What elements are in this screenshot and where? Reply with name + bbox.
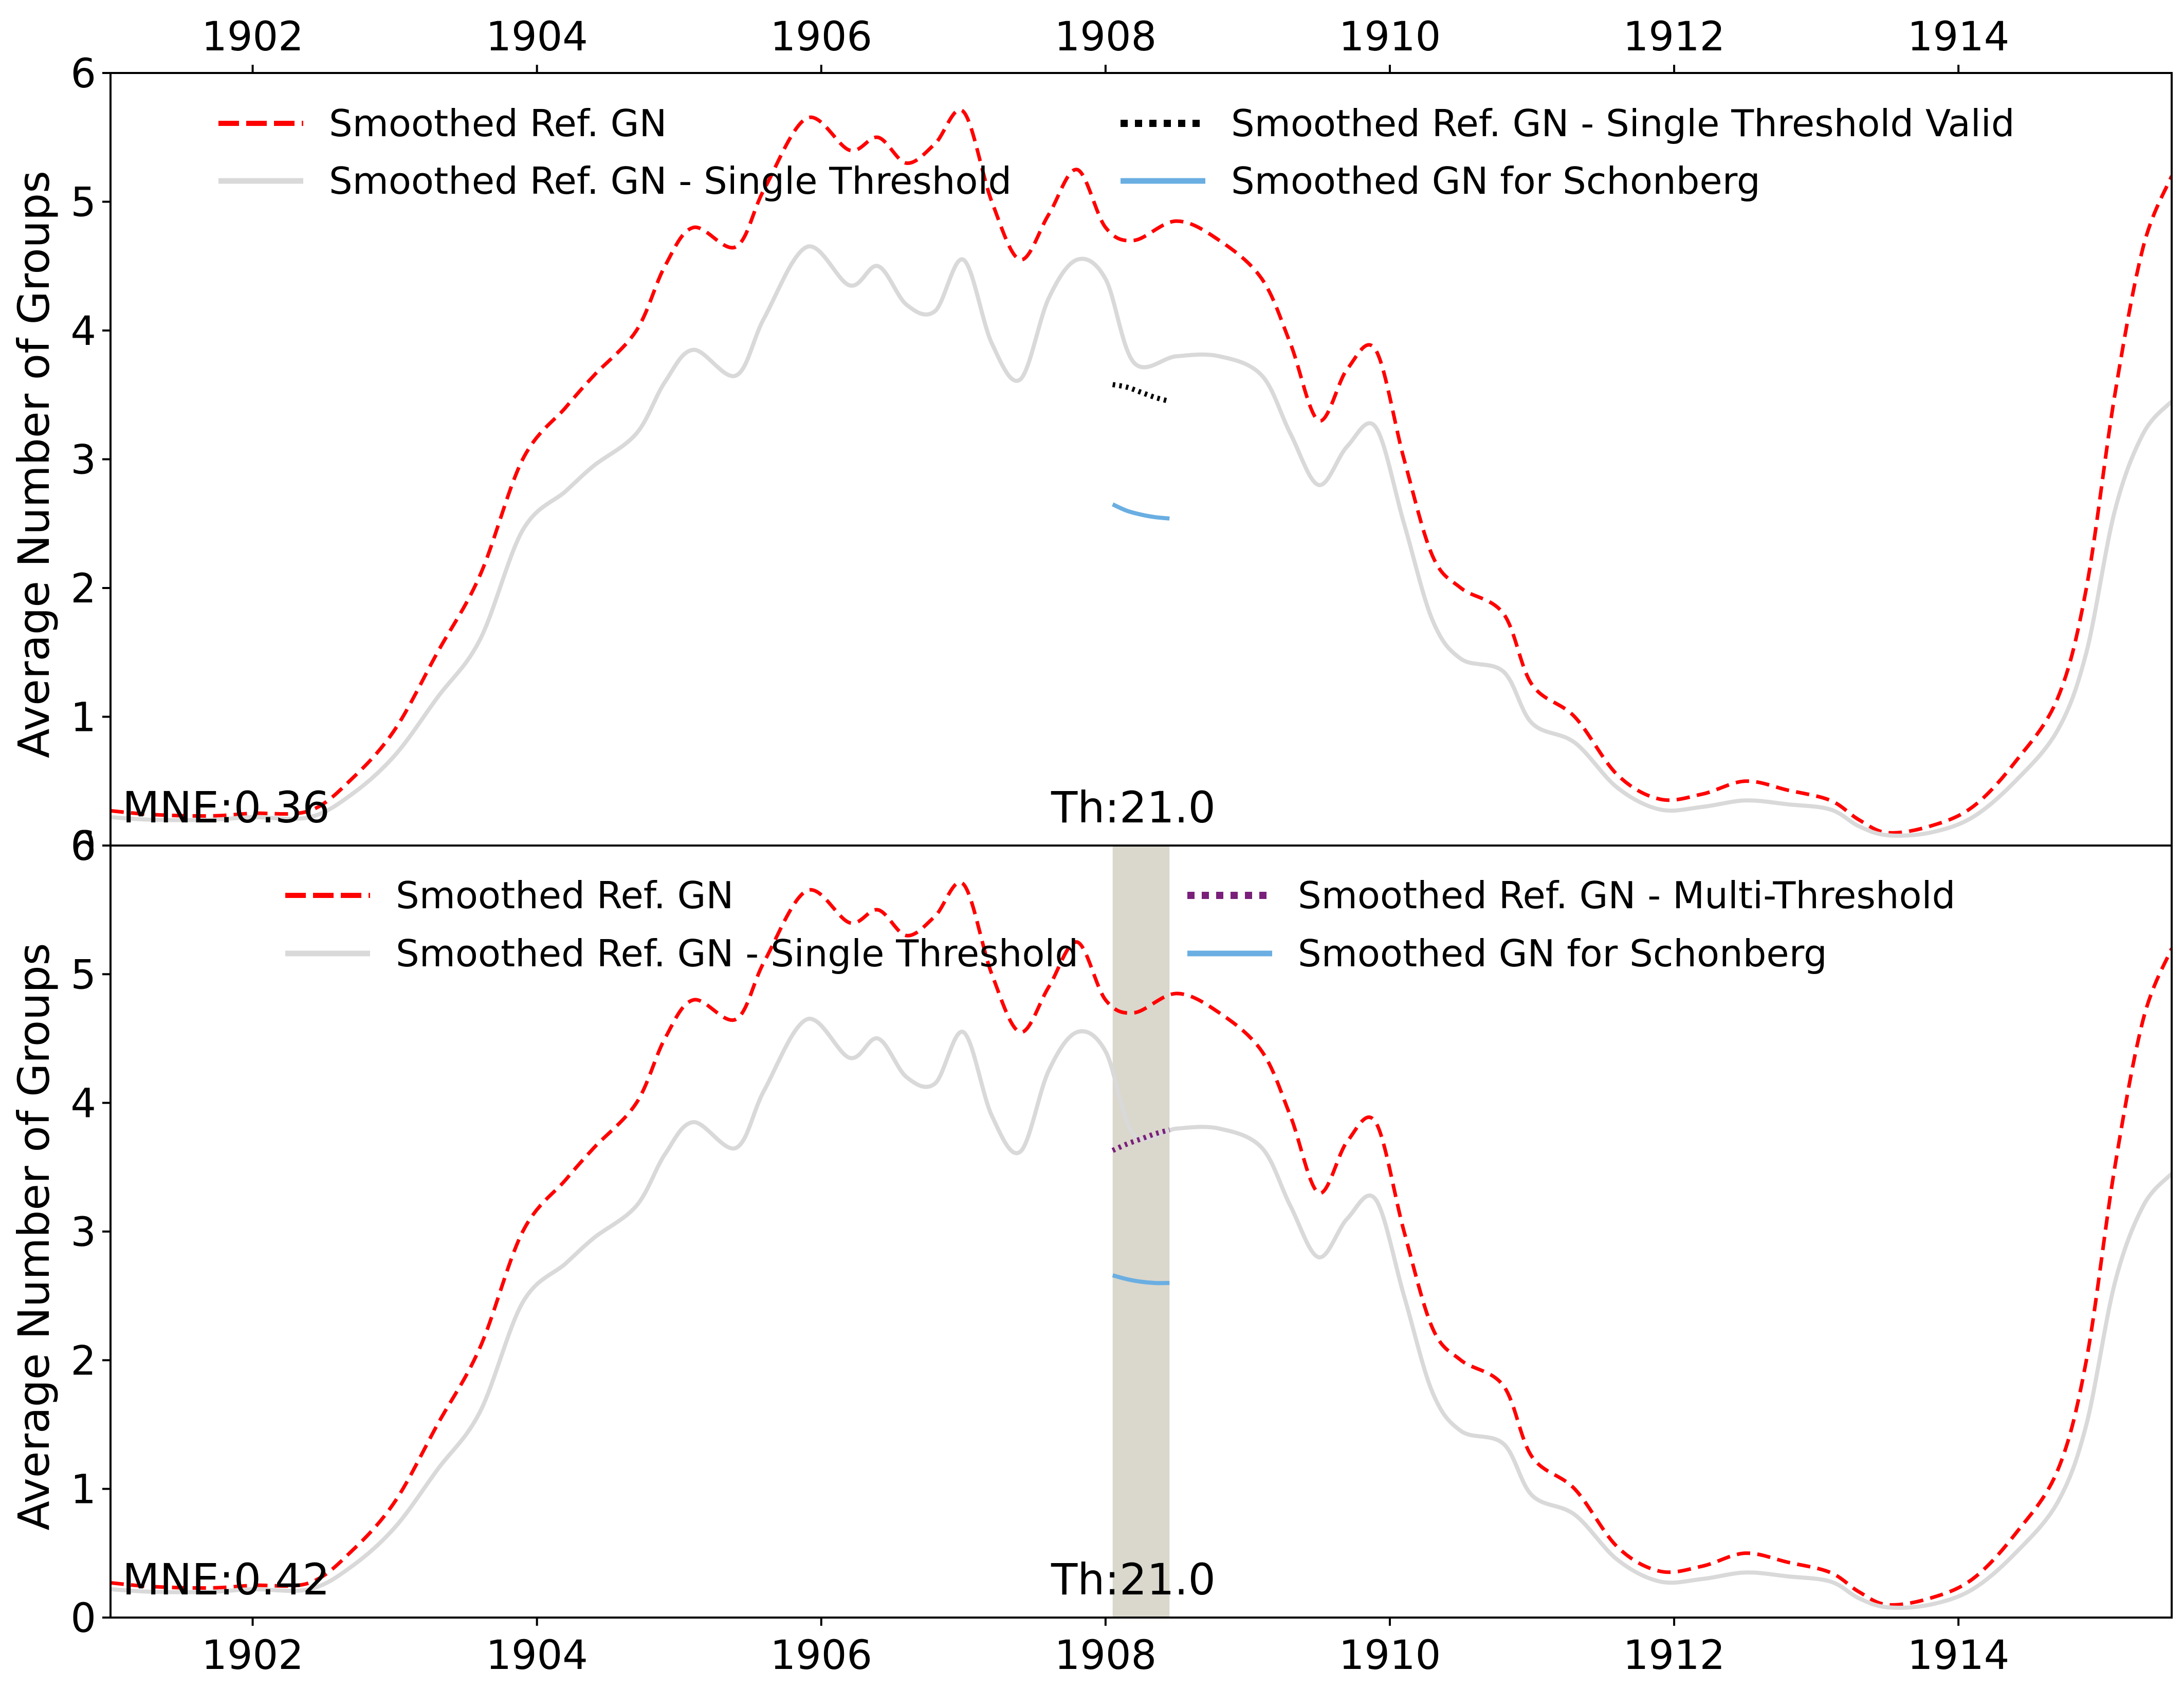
legend-label-single-threshold-valid: Smoothed Ref. GN - Single Threshold Vali… — [1231, 102, 2015, 145]
bottom-chart-x-tick-label: 1910 — [1339, 1632, 1441, 1679]
bottom-chart-panel: 1902 1904 1906 1908 1910 1912 1914 0 1 2 3 4 5 6 Aver… — [9, 823, 2173, 1679]
top-chart-mne-annotation: MNE:0.36 — [122, 782, 330, 833]
top-chart-y-tick-label: 0 — [70, 823, 96, 870]
top-chart-x-tick-label: 1914 — [1907, 14, 2010, 60]
bottom-chart-y-tick-label: 5 — [70, 952, 96, 998]
bottom-chart-x-tick-label: 1914 — [1907, 1632, 2010, 1679]
bottom-chart-ticks: 1902 1904 1906 1908 1910 1912 1914 0 1 2 3 4 5 6 — [70, 823, 2009, 1679]
bottom-chart-x-tick-label: 1906 — [770, 1632, 873, 1679]
top-chart-x-tick-label: 1902 — [201, 14, 304, 60]
bottom-chart-x-tick-label: 1902 — [201, 1632, 304, 1679]
top-chart-series-smoothed-ref-gn — [111, 108, 2172, 835]
bottom-chart-series-smoothed-ref-gn-single-threshold — [111, 1017, 2172, 1610]
legend-label-single-threshold: Smoothed Ref. GN - Single Threshold — [396, 932, 1078, 975]
top-chart-y-tick-label: 6 — [70, 51, 96, 97]
top-chart-x-tick-label: 1906 — [770, 14, 873, 60]
legend-label-multi-threshold: Smoothed Ref. GN - Multi-Threshold — [1298, 874, 1955, 917]
top-chart-y-tick-label: 1 — [70, 695, 96, 741]
bottom-chart-plot-area — [111, 846, 2172, 1618]
legend-label-schonberg: Smoothed GN for Schonberg — [1298, 932, 1827, 975]
bottom-chart-x-tick-label: 1912 — [1623, 1632, 1726, 1679]
legend-label-ref-gn: Smoothed Ref. GN — [396, 874, 733, 917]
bottom-chart-x-tick-label: 1908 — [1055, 1632, 1157, 1679]
bottom-chart-threshold-annotation: Th:21.0 — [1051, 1554, 1216, 1605]
bottom-chart-y-tick-label: 4 — [70, 1081, 96, 1127]
top-chart-y-tick-label: 2 — [70, 566, 96, 612]
bottom-chart-y-tick-label: 1 — [70, 1467, 96, 1513]
bottom-chart-x-tick-label: 1904 — [486, 1632, 588, 1679]
legend-label-ref-gn: Smoothed Ref. GN — [329, 102, 667, 145]
bottom-chart-y-tick-label: 2 — [70, 1338, 96, 1384]
top-chart-y-tick-label: 5 — [70, 180, 96, 226]
bottom-chart-series-smoothed-gn-for-schonberg — [1112, 1273, 1170, 1286]
legend-label-schonberg: Smoothed GN for Schonberg — [1231, 159, 1760, 203]
top-chart-y-tick-label: 4 — [70, 308, 96, 355]
top-chart-series-smoothed-ref-gn-single-threshold — [111, 244, 2172, 838]
top-chart-threshold-annotation: Th:21.0 — [1051, 782, 1216, 833]
bottom-chart-y-tick-label: 3 — [70, 1209, 96, 1256]
top-chart-plot-area — [111, 108, 2172, 838]
top-chart-x-tick-label: 1910 — [1339, 14, 1441, 60]
bottom-chart-marks — [111, 846, 2172, 1618]
bottom-chart-shaded-threshold-region — [1112, 846, 1170, 1618]
top-chart-x-tick-label: 1904 — [486, 14, 588, 60]
bottom-chart-y-axis-label: Average Number of Groups — [9, 943, 59, 1531]
bottom-chart-series-smoothed-ref-gn — [111, 880, 2172, 1607]
top-chart-marks — [111, 108, 2172, 838]
bottom-chart-mne-annotation: MNE:0.42 — [122, 1554, 330, 1605]
bottom-chart-y-tick-label: 0 — [70, 1595, 96, 1642]
bottom-chart-legend: Smoothed Ref. GN Smoothed Ref. GN - Sing… — [285, 874, 1955, 975]
top-chart-series-smoothed-gn-for-schonberg — [1112, 502, 1170, 521]
top-chart-x-tick-label: 1912 — [1623, 14, 1726, 60]
legend-label-single-threshold: Smoothed Ref. GN - Single Threshold — [329, 159, 1012, 203]
top-chart-legend: Smoothed Ref. GN Smoothed Ref. GN - Sing… — [218, 102, 2015, 203]
top-chart-panel: 1902 1904 1906 1908 1910 1912 1914 0 1 2 3 4 5 6 Aver… — [9, 14, 2173, 870]
top-chart-y-axis-label: Average Number of Groups — [9, 171, 59, 758]
top-chart-x-tick-label: 1908 — [1055, 14, 1157, 60]
bottom-chart-y-tick-label: 6 — [70, 823, 96, 870]
top-chart-y-tick-label: 3 — [70, 437, 96, 484]
top-chart-ticks: 1902 1904 1906 1908 1910 1912 1914 0 1 2 3 4 5 6 — [70, 14, 2009, 870]
